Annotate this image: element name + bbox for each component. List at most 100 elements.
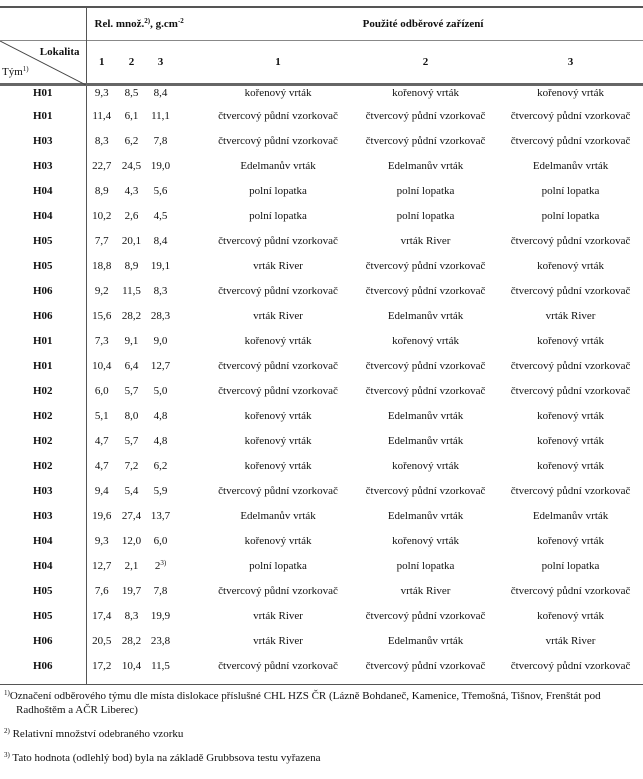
- rel-amount-cell: 28,2: [121, 310, 142, 322]
- device-cell: kořenový vrták: [537, 460, 604, 472]
- team-cell: H01: [0, 334, 87, 359]
- team-cell: H06: [0, 309, 87, 334]
- footnote-mark: 3): [4, 750, 10, 759]
- corner-top: [0, 6, 87, 40]
- rel-label: Rel. množ.: [94, 17, 145, 30]
- rel-amount-cell: 20,5: [92, 635, 112, 647]
- rel-amount-cell: 28,2: [121, 635, 142, 647]
- table-row: H06 20,5 28,2 23,8 vrták River Edelmanův vrtá…: [0, 634, 643, 659]
- rel-amount-cell: 4,8: [153, 435, 168, 447]
- rel-amount-cell: 7,7: [94, 235, 109, 247]
- diagonal-line: [0, 40, 86, 85]
- footnote-3: 3) Tato hodnota (odlehlý bod) byla na zá…: [4, 751, 634, 765]
- device-cell: Edelmanův vrták: [387, 410, 464, 422]
- spacer-cell: [175, 609, 189, 634]
- rel-amount-cell: 8,3: [153, 285, 168, 297]
- rel-amount-header: Rel. množ.2), g.cm-2: [86, 6, 204, 40]
- rel-amount-cell: 22,7: [92, 160, 112, 172]
- device-col-2: 2: [353, 39, 499, 86]
- device-cell: čtvercový půdní vzorkovač: [365, 485, 486, 497]
- results-table: Rel. množ.2), g.cm-2 Použité odběrové za…: [0, 6, 643, 685]
- rel-sup: 2): [144, 16, 151, 25]
- device-cell: kořenový vrták: [244, 86, 312, 99]
- spacer-cell: [175, 259, 189, 284]
- spacer-cell: [175, 84, 189, 109]
- rel-amount-cell: 27,4: [121, 510, 142, 522]
- rel-amount-cell: 18,8: [92, 260, 112, 272]
- table-row: H05 18,8 8,9 19,1 vrták River čtvercový půdní…: [0, 259, 643, 284]
- device-cell: Edelmanův vrták: [387, 310, 464, 322]
- rel-amount-cell: 12,7: [92, 560, 112, 572]
- device-cell: kořenový vrták: [537, 410, 604, 422]
- table-row: H04 8,9 4,3 5,6 polní lopatka polní lopatka po…: [0, 184, 643, 209]
- rel-amount-cell: 8,3: [94, 135, 109, 147]
- team-cell: H04: [0, 559, 87, 584]
- device-cell: polní lopatka: [396, 185, 455, 197]
- footnote-mark: 1): [4, 688, 10, 697]
- device-cell: čtvercový půdní vzorkovač: [365, 260, 486, 272]
- tym-sup: 1): [22, 64, 29, 73]
- device-cell: čtvercový půdní vzorkovač: [218, 385, 338, 397]
- team-cell: H01: [0, 359, 87, 384]
- rel-amount-cell: 4,8: [153, 410, 168, 422]
- spacer-cell: [189, 284, 203, 309]
- table-body: H01 9,3 8,5 8,4 kořenový vrták kořenový vrták…: [0, 84, 643, 685]
- spacer-cell: [175, 334, 189, 359]
- rel-amount-cell: 8,9: [124, 260, 139, 272]
- device-cell: vrták River: [253, 610, 303, 622]
- table-row: H03 19,6 27,4 13,7 Edelmanův vrták Edelmanův …: [0, 509, 643, 534]
- spacer-cell: [189, 559, 203, 584]
- device-cell: polní lopatka: [249, 560, 307, 572]
- rel-amount-cell: 6,0: [94, 385, 109, 397]
- team-cell: H02: [0, 459, 87, 484]
- rel-amount-cell: 8,9: [94, 185, 109, 197]
- rel-amount-cell: 11,5: [122, 285, 141, 297]
- footnote-text-cont: Radhoštěm a AČR Liberec): [16, 703, 138, 716]
- device-cell: kořenový vrták: [537, 435, 604, 447]
- footnote-text: Tato hodnota (odlehlý bod) byla na zákla…: [12, 751, 321, 764]
- device-cell: čtvercový půdní vzorkovač: [365, 135, 486, 147]
- rel-amount-cell: 11,5: [146, 659, 175, 685]
- team-cell: H03: [0, 159, 87, 184]
- device-cell: kořenový vrták: [537, 260, 604, 272]
- rel-unit: , g.cm: [150, 17, 178, 30]
- rel-amount-cell: 10,4: [92, 360, 112, 372]
- rel-amount-cell: 19,6: [92, 510, 112, 522]
- rel-amount-cell: 23): [146, 559, 175, 584]
- device-cell: čtvercový půdní vzorkovač: [510, 110, 631, 122]
- spacer-cell: [189, 534, 203, 559]
- rel-amount-cell: 8,4: [153, 235, 168, 247]
- rel-amount-cell: 10,4: [117, 659, 146, 685]
- device-cell: kořenový vrták: [244, 335, 312, 347]
- rel-amount-cell: 9,3: [94, 535, 109, 547]
- rel-amount-cell: 12,0: [121, 535, 142, 547]
- device-cell: čtvercový půdní vzorkovač: [218, 285, 338, 297]
- spacer-cell: [189, 359, 203, 384]
- device-cell: Edelmanův vrták: [532, 160, 609, 172]
- team-cell: H04: [0, 184, 87, 209]
- team-cell: H01: [0, 84, 87, 109]
- rel-amount-cell: 6,0: [153, 535, 168, 547]
- device-cell: kořenový vrták: [392, 86, 459, 99]
- spacer-cell: [189, 584, 203, 609]
- spacer-cell: [175, 39, 189, 86]
- table-row: H02 4,7 7,2 6,2 kořenový vrták kořenový vrták…: [0, 459, 643, 484]
- spacer-cell: [175, 634, 189, 659]
- rel-amount-cell: 4,5: [153, 210, 168, 222]
- lokalita-label: Lokalita: [39, 45, 80, 58]
- device-cell: polní lopatka: [541, 185, 600, 197]
- device-cell: čtvercový půdní vzorkovač: [365, 610, 486, 622]
- spacer-cell: [175, 509, 189, 534]
- table-row: H05 7,6 19,7 7,8 čtvercový půdní vzorkovač vr…: [0, 584, 643, 609]
- table-row: H05 17,4 8,3 19,9 vrták River čtvercový půdní…: [0, 609, 643, 634]
- rel-amount-cell: 6,1: [124, 110, 139, 122]
- device-cell: vrták River: [253, 260, 303, 272]
- rel-amount-cell: 8,5: [124, 86, 139, 99]
- rel-amount-cell: 9,4: [94, 485, 109, 497]
- spacer-cell: [175, 109, 189, 134]
- num-col-3: 3: [146, 39, 175, 86]
- device-cell: čtvercový půdní vzorkovač: [353, 659, 499, 685]
- device-cell: čtvercový půdní vzorkovač: [218, 360, 338, 372]
- spacer-cell: [189, 434, 203, 459]
